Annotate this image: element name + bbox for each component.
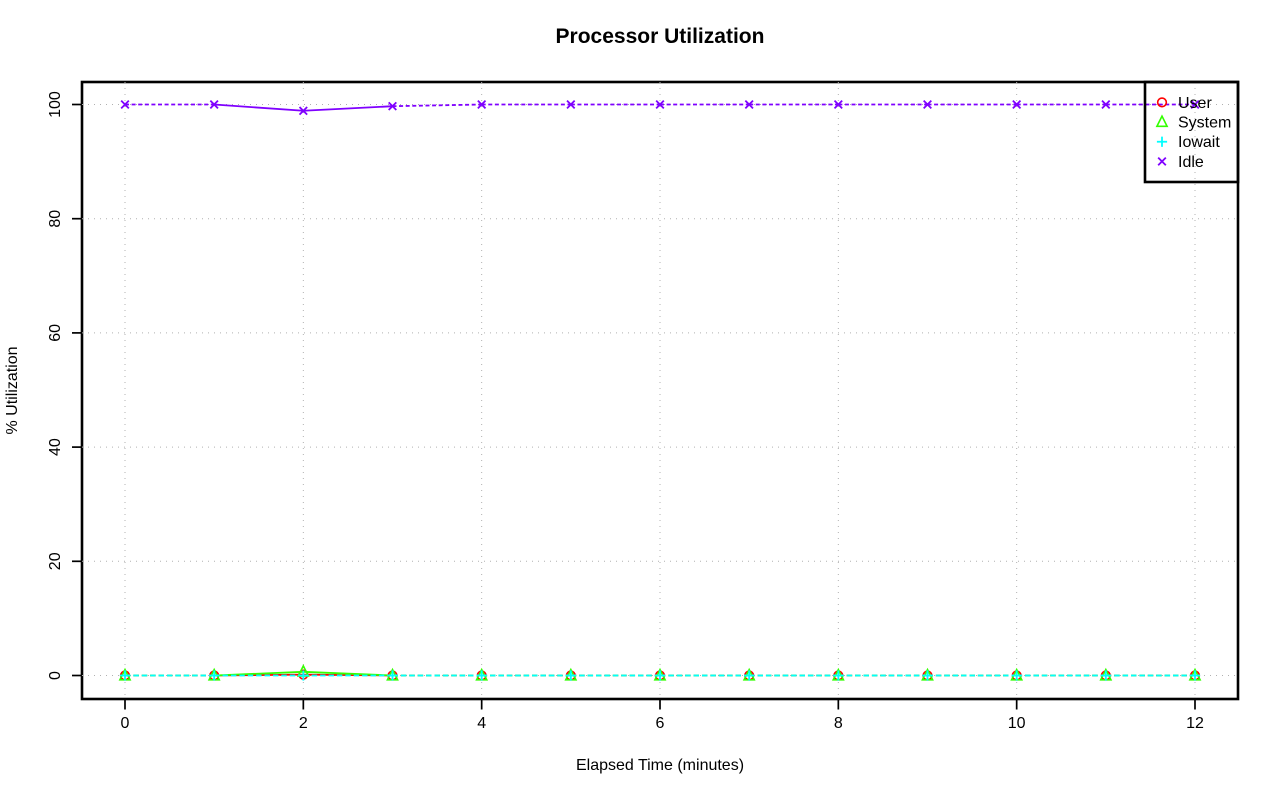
svg-text:0: 0 — [121, 715, 130, 732]
svg-text:6: 6 — [656, 715, 665, 732]
svg-text:Iowait: Iowait — [1178, 134, 1220, 151]
svg-text:User: User — [1178, 95, 1212, 112]
svg-text:Idle: Idle — [1178, 154, 1204, 171]
svg-text:20: 20 — [47, 552, 64, 570]
svg-text:4: 4 — [477, 715, 486, 732]
svg-text:80: 80 — [47, 210, 64, 228]
svg-text:Elapsed Time (minutes): Elapsed Time (minutes) — [576, 757, 744, 774]
svg-text:10: 10 — [1008, 715, 1026, 732]
svg-text:2: 2 — [299, 715, 308, 732]
svg-text:System: System — [1178, 115, 1231, 132]
svg-text:40: 40 — [47, 438, 64, 456]
svg-text:12: 12 — [1186, 715, 1204, 732]
svg-text:0: 0 — [47, 671, 64, 680]
svg-text:100: 100 — [47, 91, 64, 118]
svg-text:60: 60 — [47, 324, 64, 342]
svg-text:Processor Utilization: Processor Utilization — [556, 25, 765, 48]
svg-text:8: 8 — [834, 715, 843, 732]
svg-text:% Utilization: % Utilization — [4, 346, 21, 434]
